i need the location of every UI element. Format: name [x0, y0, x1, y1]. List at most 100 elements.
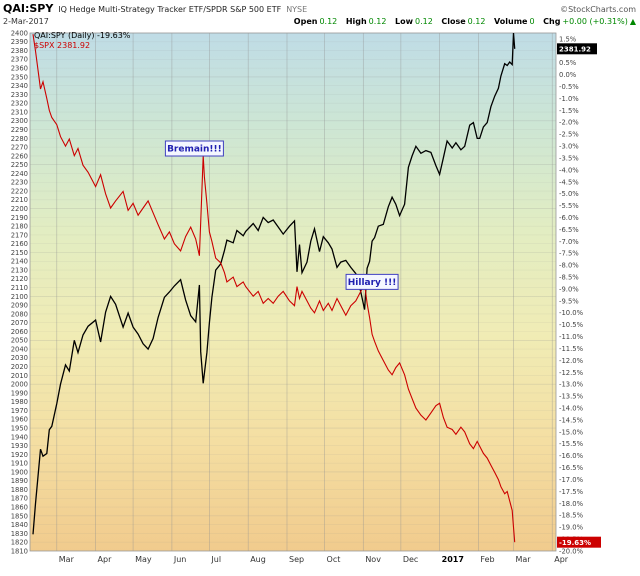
svg-text:Jun: Jun — [173, 555, 187, 564]
svg-text:-1.0%: -1.0% — [559, 95, 579, 103]
svg-text:-16.5%: -16.5% — [559, 464, 584, 472]
svg-text:1950: 1950 — [11, 424, 28, 432]
volume-label: Volume — [494, 17, 528, 26]
close-label: Close — [441, 17, 466, 26]
svg-text:1940: 1940 — [11, 433, 28, 441]
svg-text:-5.0%: -5.0% — [559, 190, 579, 198]
annotation-text: Bremain!!! — [167, 145, 222, 155]
svg-text:2010: 2010 — [11, 372, 28, 380]
svg-text:1850: 1850 — [11, 512, 28, 520]
svg-text:-18.5%: -18.5% — [559, 512, 584, 520]
ticker-description: IQ Hedge Multi-Strategy Tracker ETF/SPDR… — [58, 5, 282, 14]
high-label: High — [345, 17, 367, 26]
svg-text:2070: 2070 — [11, 319, 28, 327]
spx-line — [32, 33, 516, 535]
svg-text:-12.5%: -12.5% — [559, 369, 584, 377]
qai-spy-last-value-label: -19.63% — [559, 539, 591, 547]
title-row: QAI:SPY IQ Hedge Multi-Strategy Tracker … — [0, 0, 640, 15]
svg-text:2240: 2240 — [11, 170, 28, 178]
svg-text:1840: 1840 — [11, 521, 28, 529]
svg-text:2017: 2017 — [442, 555, 464, 564]
svg-text:2210: 2210 — [11, 196, 28, 204]
svg-text:-1.5%: -1.5% — [559, 107, 579, 115]
horizontal-gridlines — [30, 32, 556, 552]
legend-qai-spy-value: -19.63% — [97, 31, 131, 40]
svg-text:2110: 2110 — [11, 284, 28, 292]
svg-text:Sep: Sep — [289, 555, 304, 564]
svg-text:-14.5%: -14.5% — [559, 416, 584, 424]
svg-text:1970: 1970 — [11, 407, 28, 415]
svg-text:2080: 2080 — [11, 310, 28, 318]
svg-text:-8.5%: -8.5% — [559, 274, 579, 282]
svg-text:2270: 2270 — [11, 144, 28, 152]
svg-text:2200: 2200 — [11, 205, 28, 213]
svg-text:-9.5%: -9.5% — [559, 297, 579, 305]
open-label: Open — [293, 17, 318, 26]
svg-text:2250: 2250 — [11, 161, 28, 169]
svg-text:2300: 2300 — [11, 117, 28, 125]
svg-text:-17.5%: -17.5% — [559, 488, 584, 496]
svg-text:-8.0%: -8.0% — [559, 262, 579, 270]
svg-text:Aug: Aug — [250, 555, 266, 564]
svg-text:-7.0%: -7.0% — [559, 238, 579, 246]
svg-text:2100: 2100 — [11, 293, 28, 301]
close-value: 0.12 — [467, 17, 486, 26]
svg-text:2380: 2380 — [11, 47, 28, 55]
svg-text:Dec: Dec — [403, 555, 418, 564]
svg-text:2090: 2090 — [11, 302, 28, 310]
svg-text:2390: 2390 — [11, 38, 28, 46]
legend-qai-spy-label: QAI:SPY (Daily) — [34, 31, 95, 40]
low-label: Low — [395, 17, 414, 26]
svg-text:2320: 2320 — [11, 100, 28, 108]
svg-text:2050: 2050 — [11, 337, 28, 345]
svg-text:2020: 2020 — [11, 363, 28, 371]
svg-text:-3.0%: -3.0% — [559, 143, 579, 151]
chg-value: +0.00 (+0.31%) — [562, 17, 628, 26]
vertical-gridlines — [56, 33, 553, 551]
svg-text:2190: 2190 — [11, 214, 28, 222]
svg-text:-3.5%: -3.5% — [559, 154, 579, 162]
legend-qai-spy: QAI:SPY (Daily) -19.63% — [34, 31, 130, 41]
svg-text:1880: 1880 — [11, 486, 28, 494]
annotation-text: Hillary !!! — [348, 278, 397, 288]
svg-text:-10.0%: -10.0% — [559, 309, 584, 317]
svg-text:-15.0%: -15.0% — [559, 428, 584, 436]
svg-text:-9.0%: -9.0% — [559, 285, 579, 293]
svg-text:-10.5%: -10.5% — [559, 321, 584, 329]
percent-axis-labels: 1.5%1.0%0.5%0.0%-0.5%-1.0%-1.5%-2.0%-2.5… — [559, 35, 584, 555]
svg-text:1810: 1810 — [11, 547, 28, 555]
svg-text:-0.5%: -0.5% — [559, 83, 579, 91]
svg-text:2160: 2160 — [11, 240, 28, 248]
svg-text:2140: 2140 — [11, 258, 28, 266]
svg-text:Jul: Jul — [210, 555, 221, 564]
stockcharts-copyright-link[interactable]: ©StockCharts.com — [560, 5, 636, 14]
legend-spx-label: $SPX — [34, 41, 55, 50]
svg-text:1830: 1830 — [11, 530, 28, 538]
svg-text:2000: 2000 — [11, 381, 28, 389]
svg-text:1870: 1870 — [11, 495, 28, 503]
quote-line: Open 0.12 High 0.12 Low 0.12 Close 0.12 Volu… — [288, 17, 636, 26]
svg-text:2370: 2370 — [11, 56, 28, 64]
svg-text:-12.0%: -12.0% — [559, 357, 584, 365]
svg-text:1910: 1910 — [11, 460, 28, 468]
svg-text:1890: 1890 — [11, 477, 28, 485]
chart-legend: QAI:SPY (Daily) -19.63% $SPX 2381.92 — [34, 31, 130, 51]
open-value: 0.12 — [319, 17, 338, 26]
svg-text:May: May — [135, 555, 152, 564]
chg-up-arrow-icon: ▲ — [629, 17, 636, 26]
svg-text:-4.0%: -4.0% — [559, 166, 579, 174]
qai-spy-last-value-box — [557, 536, 601, 548]
svg-text:Oct: Oct — [327, 555, 341, 564]
svg-text:2310: 2310 — [11, 108, 28, 116]
plot-border — [29, 32, 557, 552]
svg-text:2230: 2230 — [11, 179, 28, 187]
svg-text:-6.5%: -6.5% — [559, 226, 579, 234]
svg-text:2040: 2040 — [11, 345, 28, 353]
svg-text:-17.0%: -17.0% — [559, 476, 584, 484]
svg-text:-16.0%: -16.0% — [559, 452, 584, 460]
svg-text:2060: 2060 — [11, 328, 28, 336]
svg-text:-19.0%: -19.0% — [559, 524, 584, 532]
exchange-label: NYSE — [286, 5, 308, 14]
